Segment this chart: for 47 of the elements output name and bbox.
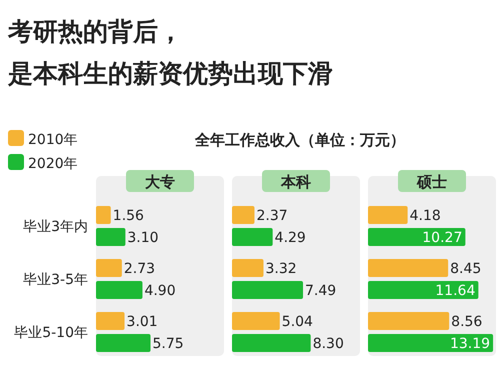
bar (96, 259, 122, 277)
bar (368, 334, 494, 352)
text: 是本科生的薪资优势出现下滑 (7, 59, 333, 88)
bar (232, 334, 311, 352)
data-label: 3.32 (265, 261, 297, 277)
text: 考研热的背后， (7, 17, 183, 46)
bar (368, 259, 448, 277)
data-label: 8.30 (312, 336, 344, 352)
data-label: 2.37 (256, 208, 288, 224)
bar (368, 228, 466, 246)
bar (232, 228, 273, 246)
data-label: 8.56 (451, 314, 482, 330)
data-label: 1.56 (112, 208, 144, 224)
bar (96, 281, 142, 299)
bar (96, 312, 125, 330)
bar (232, 259, 264, 277)
chart-title: 大专 (145, 173, 175, 191)
data-label: 2.73 (124, 261, 156, 277)
bar (96, 228, 126, 246)
data-label: 5.04 (282, 314, 314, 330)
bar (96, 206, 111, 224)
data-label: 5.75 (152, 336, 184, 352)
bar (232, 312, 280, 330)
bar (96, 334, 151, 352)
bar (232, 206, 254, 224)
data-label: 3.10 (127, 230, 159, 246)
bar (368, 281, 478, 299)
y-tick-label: 毕业3-5年 (23, 272, 88, 288)
data-label: 11.64 (435, 283, 476, 299)
data-label: 4.29 (274, 230, 306, 246)
data-label: 3.01 (126, 314, 158, 330)
bar (368, 312, 450, 330)
chart-title: 本科 (280, 173, 311, 191)
legend-label: 2020年 (28, 156, 78, 172)
chart-title: 硕士 (416, 173, 447, 191)
data-label: 8.45 (450, 261, 482, 277)
text: 全年工作总收入（单位：万元） (194, 131, 405, 149)
bar (368, 206, 408, 224)
data-label: 4.18 (410, 208, 441, 224)
data-label: 4.90 (144, 283, 176, 299)
y-tick-label: 毕业5-10年 (14, 325, 88, 341)
data-label: 10.27 (422, 230, 462, 246)
bar (232, 281, 304, 299)
legend-label: 2010年 (28, 132, 78, 148)
y-tick-label: 毕业3年内 (23, 219, 88, 235)
data-label: 13.19 (450, 336, 490, 352)
data-label: 7.49 (305, 283, 336, 299)
